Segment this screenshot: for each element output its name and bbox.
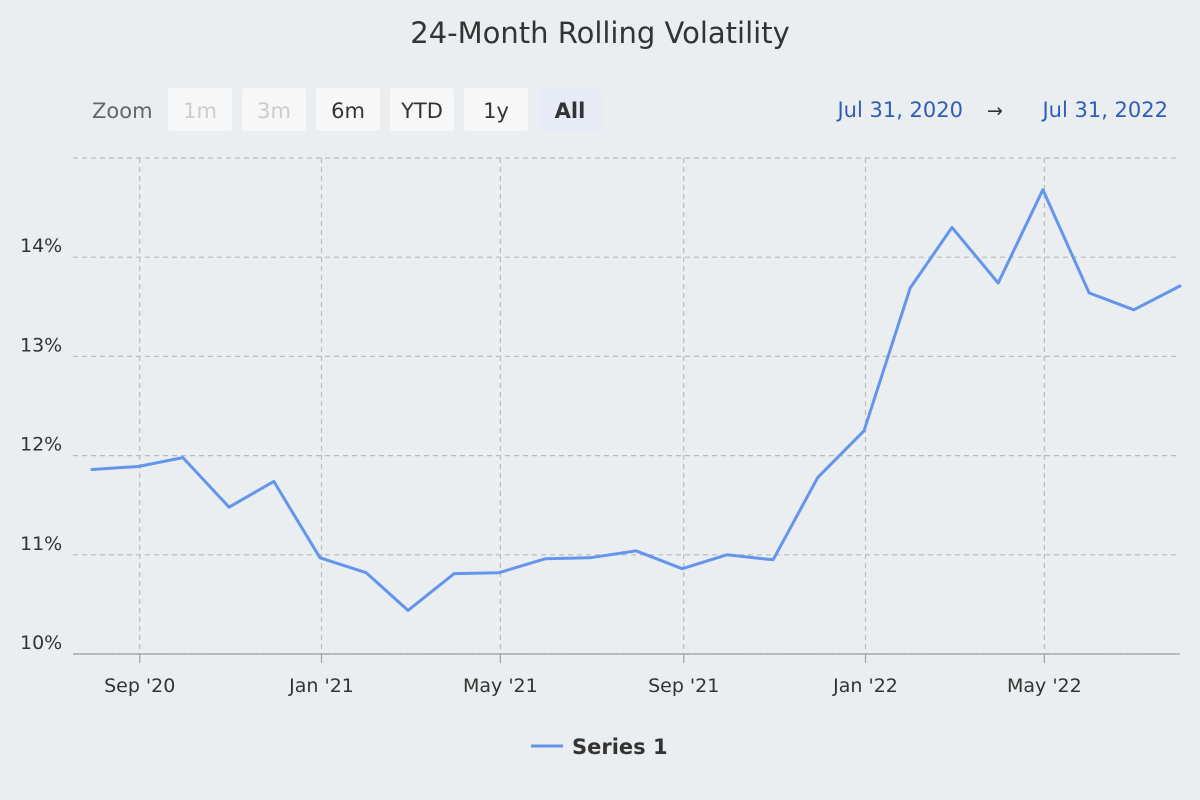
x-tick-label: Jan '21: [288, 675, 354, 697]
zoom-button-6m[interactable]: 6m: [316, 88, 380, 131]
zoom-button-bg: [242, 88, 306, 131]
zoom-button-bg: [168, 88, 232, 131]
range-selector: Zoom 1m 3m 6m YTD 1y All Jul 31, 2020 → Jul 3…: [92, 88, 1168, 131]
zoom-button-label: 1m: [183, 99, 217, 123]
zoom-button-bg: [316, 88, 380, 131]
series-line-1[interactable]: [90, 188, 1182, 612]
zoom-button-bg: [390, 88, 454, 131]
y-tick-label: 12%: [20, 434, 62, 456]
legend[interactable]: Series 1: [531, 735, 668, 759]
x-tick-label: Sep '21: [648, 675, 719, 697]
y-tick-label: 11%: [20, 533, 62, 555]
zoom-button-label: 6m: [331, 99, 365, 123]
x-tick-label: May '22: [1007, 675, 1082, 697]
range-to[interactable]: Jul 31, 2022: [1040, 98, 1168, 122]
x-axis: Sep '20 Jan '21 May '21 Sep '21 Jan '22 May '…: [73, 653, 1180, 697]
y-tick-label: 13%: [20, 334, 62, 356]
range-arrow: →: [987, 100, 1003, 122]
zoom-button-label: 1y: [483, 99, 509, 123]
legend-label-series-1: Series 1: [572, 735, 668, 759]
zoom-button-ytd[interactable]: YTD: [390, 88, 454, 131]
zoom-button-1m: 1m: [168, 88, 232, 131]
x-tick-label: Sep '20: [104, 675, 175, 697]
grid: [73, 157, 1180, 655]
zoom-buttons: 1m 3m 6m YTD 1y All: [168, 88, 602, 131]
x-tick-label: May '21: [463, 675, 538, 697]
zoom-button-label: All: [555, 99, 586, 123]
y-axis: 10% 11% 12% 13% 14%: [20, 235, 62, 654]
x-tick-label: Jan '22: [832, 675, 898, 697]
zoom-button-label: 3m: [257, 99, 291, 123]
y-tick-label: 10%: [20, 632, 62, 654]
y-tick-label: 14%: [20, 235, 62, 257]
zoom-button-3m: 3m: [242, 88, 306, 131]
zoom-button-bg: [538, 88, 602, 131]
chart-title: 24-Month Rolling Volatility: [410, 16, 789, 50]
zoom-label: Zoom: [92, 99, 153, 123]
zoom-button-1y[interactable]: 1y: [464, 88, 528, 131]
plot-area: [90, 188, 1182, 612]
zoom-button-bg: [464, 88, 528, 131]
zoom-button-label: YTD: [400, 99, 443, 123]
zoom-button-all[interactable]: All: [538, 88, 602, 131]
range-from[interactable]: Jul 31, 2020: [835, 98, 963, 122]
